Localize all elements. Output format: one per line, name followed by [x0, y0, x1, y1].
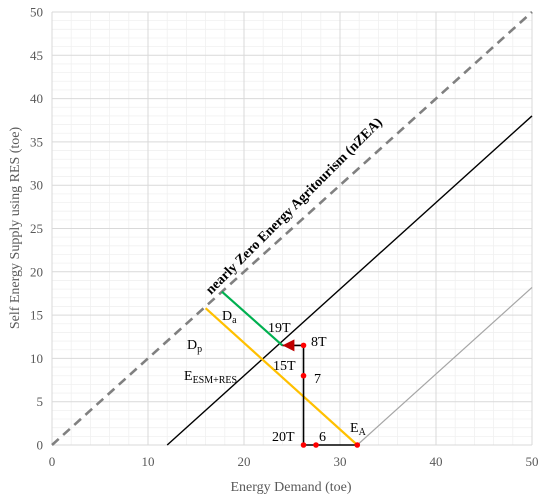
x-tick-label: 20 [238, 454, 251, 469]
y-tick-label: 20 [30, 264, 43, 279]
x-tick-label: 30 [334, 454, 347, 469]
parallel-line [166, 115, 533, 446]
route-arrowhead [282, 339, 295, 352]
nzea-label: nearly Zero Energy Agritourism (nZEA) [203, 115, 386, 298]
y-tick-label: 45 [30, 48, 43, 63]
point-label-15t: 15T [273, 359, 296, 374]
data-point [300, 442, 307, 448]
dp-label: Dp [187, 338, 202, 355]
x-axis-title: Energy Demand (toe) [230, 480, 351, 495]
y-axis-title: Self Energy Supply using RES (toe) [8, 126, 23, 329]
y-tick-label: 0 [37, 438, 44, 453]
data-points [300, 342, 361, 448]
data-point [300, 372, 307, 379]
esm-label: EESM+RES [184, 369, 237, 386]
da-line [221, 290, 284, 347]
data-lines [51, 11, 533, 446]
y-tick-label: 40 [30, 91, 43, 106]
y-tick-label: 50 [30, 5, 43, 20]
data-point [354, 442, 361, 448]
y-tick-label: 25 [30, 221, 43, 236]
tick-labels: 0 10 20 30 40 50 0 5 10 15 20 25 30 35 40 45 50 [30, 5, 539, 470]
point-label-7: 7 [314, 372, 321, 387]
point-label-20t: 20T [272, 430, 295, 445]
data-point [300, 342, 307, 349]
y-tick-label: 10 [30, 351, 43, 366]
x-tick-label: 50 [526, 454, 539, 469]
x-tick-label: 40 [430, 454, 443, 469]
y-tick-label: 35 [30, 134, 43, 149]
y-tick-label: 15 [30, 308, 43, 323]
y-tick-label: 5 [37, 394, 44, 409]
data-point [313, 442, 319, 448]
ea-label: EA [350, 421, 367, 438]
y-tick-label: 30 [30, 178, 43, 193]
point-label-19t: 19T [268, 321, 291, 336]
x-tick-label: 10 [142, 454, 155, 469]
parallel-line-gray [356, 286, 533, 446]
esm-res-line [204, 307, 359, 446]
point-label-8t: 8T [311, 335, 327, 350]
nzea-line [51, 11, 533, 446]
da-label: Da [222, 309, 237, 326]
x-tick-label: 0 [49, 454, 56, 469]
point-label-6: 6 [319, 430, 326, 445]
major-grid [51, 11, 533, 446]
